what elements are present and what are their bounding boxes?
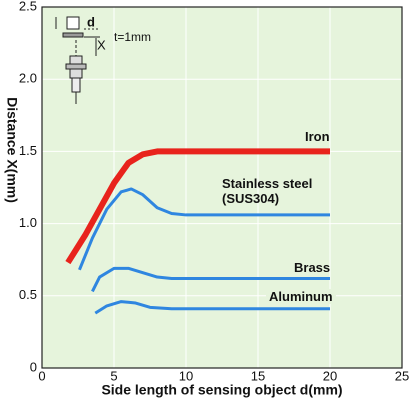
y-tick-label: 2.5 [19, 0, 37, 13]
series-label: Stainless steel (SUS304) [222, 176, 313, 206]
x-tick-label: 10 [179, 368, 193, 383]
plot-border [41, 6, 403, 369]
y-tick-label: 0 [30, 359, 37, 374]
y-tick-label: 0.5 [19, 287, 37, 302]
x-tick-label: 0 [38, 368, 45, 383]
series-line [91, 266, 330, 293]
series-label: Brass [294, 259, 331, 275]
x-axis-label: Side length of sensing object d(mm) [101, 382, 342, 398]
x-tick-label: 20 [323, 368, 337, 383]
x-tick-label: 15 [251, 368, 265, 383]
inset-x-label: X [97, 37, 106, 52]
series-label: Iron [305, 128, 330, 144]
inset-t-label: t=1mm [114, 30, 151, 44]
y-tick-label: 1.5 [19, 143, 37, 158]
y-tick-label: 2.0 [19, 71, 37, 86]
y-axis-label: Distance X(mm) [4, 97, 20, 203]
x-tick-label: 25 [395, 368, 409, 383]
series-line [78, 187, 330, 271]
inset-d-label: d [87, 14, 95, 29]
y-tick-label: 1.0 [19, 215, 37, 230]
series-line [65, 148, 330, 265]
series-line [94, 300, 330, 315]
series-label: Aluminum [266, 288, 336, 304]
inset-diagram [55, 16, 100, 104]
x-tick-label: 5 [110, 368, 117, 383]
